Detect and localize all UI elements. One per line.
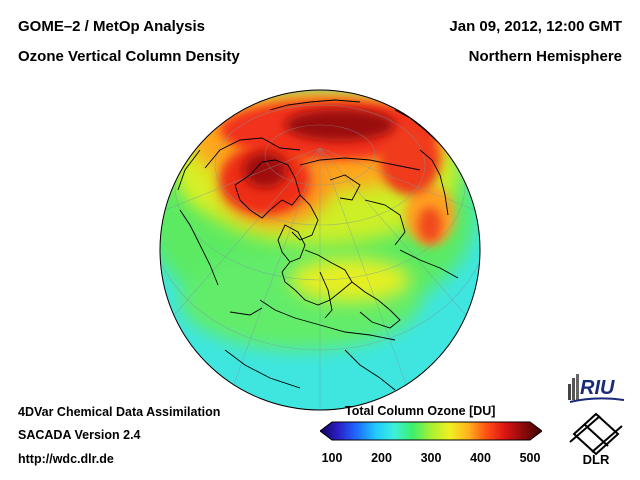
title-left-2: Ozone Vertical Column Density — [18, 48, 240, 65]
ozone-field — [160, 90, 480, 410]
riu-logo-text: RIU — [580, 377, 615, 399]
colorbar-tick-label: 400 — [470, 451, 491, 465]
colorbar-tick-label: 200 — [371, 451, 392, 465]
colorbar-title: Total Column Ozone [DU] — [345, 404, 496, 418]
riu-logo: RIU — [568, 374, 625, 403]
dlr-logo-text: DLR — [583, 452, 610, 466]
footer-line-1: 4DVar Chemical Data Assimilation — [18, 405, 221, 419]
colorbar — [320, 421, 542, 441]
colorbar-tick-label: 100 — [321, 451, 343, 465]
colorbar-tick-label: 500 — [519, 451, 541, 465]
colorbar-tick-label: 300 — [420, 451, 442, 465]
title-right-1: Jan 09, 2012, 12:00 GMT — [449, 18, 622, 35]
title-right-2: Northern Hemisphere — [468, 48, 622, 65]
title-left-1: GOME–2 / MetOp Analysis — [18, 18, 205, 35]
footer-link[interactable]: http://wdc.dlr.de — [18, 452, 114, 466]
dlr-logo: DLR — [569, 412, 623, 466]
footer-line-2: SACADA Version 2.4 — [18, 428, 141, 442]
colorbar-body — [320, 421, 542, 441]
